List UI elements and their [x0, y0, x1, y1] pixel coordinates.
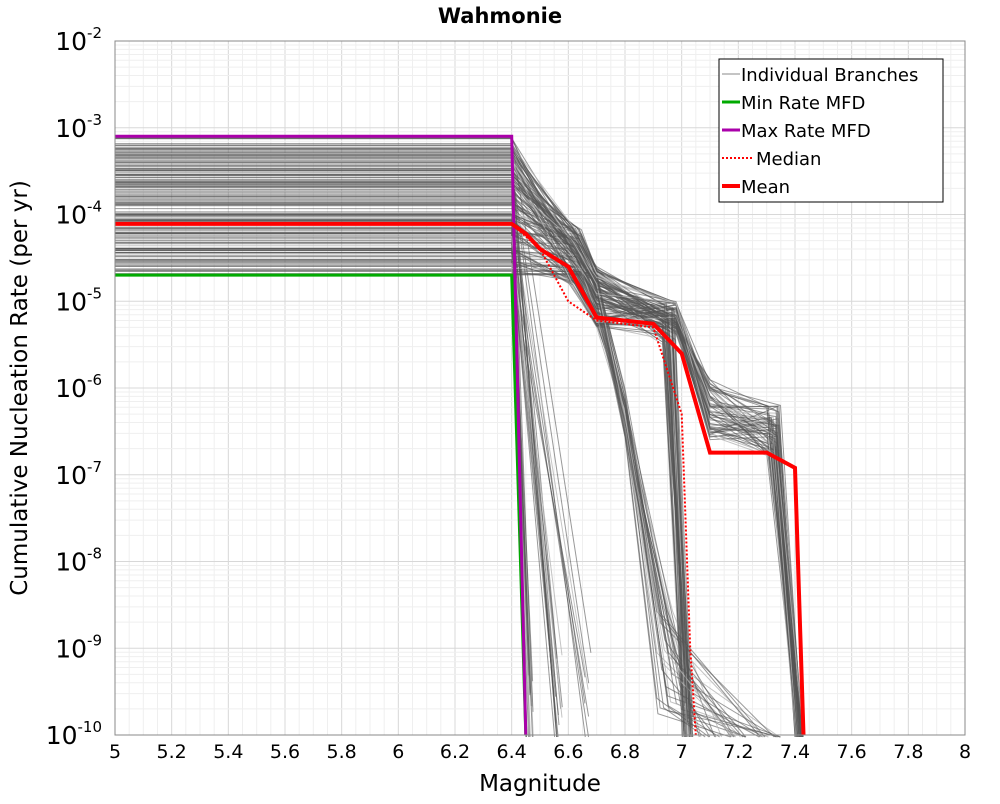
- x-tick-label: 8: [959, 741, 971, 763]
- x-tick-label: 6: [392, 741, 404, 763]
- branch-line: [115, 169, 692, 738]
- branch-line: [115, 261, 760, 738]
- x-tick-label: 5.2: [157, 741, 187, 763]
- x-ticks: 5 5.2 5.4 5.6 5.8 6 6.2 6.4 6.6 6.8 7 7.2 7.4 7.6 7.8 8: [109, 741, 971, 763]
- y-tick-label: 10-5: [55, 284, 102, 316]
- legend-label-min-rate: Min Rate MFD: [741, 93, 865, 114]
- series-mean: [115, 221, 806, 736]
- series-max-rate-mfd: [115, 134, 528, 736]
- x-tick-label: 7: [676, 741, 688, 763]
- branch-line: [115, 161, 798, 738]
- branch-line: [115, 183, 799, 738]
- y-axis-label: Cumulative Nucleation Rate (per yr): [7, 180, 33, 596]
- branch-line: [115, 156, 800, 738]
- x-tick-label: 7.8: [893, 741, 923, 763]
- y-tick-label: 10-8: [55, 545, 102, 577]
- branch-line: [115, 236, 563, 718]
- legend-label-median: Median: [756, 149, 821, 170]
- x-tick-label: 6.8: [610, 741, 640, 763]
- x-tick-label: 5.4: [213, 741, 243, 763]
- plot-frame: [114, 40, 966, 736]
- branch-line: [115, 213, 685, 738]
- x-tick-label: 5.6: [270, 741, 300, 763]
- branch-line: [115, 201, 798, 738]
- branch-line: [115, 147, 796, 738]
- y-tick-label: 10-2: [55, 24, 102, 56]
- x-tick-label: 7.4: [780, 741, 810, 763]
- legend-label-mean: Mean: [741, 177, 790, 198]
- branch-line: [115, 228, 534, 682]
- legend-label-branches: Individual Branches: [741, 65, 918, 86]
- x-axis-label: Magnitude: [479, 771, 601, 797]
- x-tick-label: 7.6: [837, 741, 867, 763]
- x-tick-label: 6.4: [497, 741, 527, 763]
- x-tick-label: 6.6: [553, 741, 583, 763]
- branch-line: [115, 252, 590, 717]
- legend: Individual Branches Min Rate MFD Max Rat…: [718, 58, 944, 203]
- branch-line: [115, 255, 563, 656]
- x-tick-label: 5.8: [327, 741, 357, 763]
- branch-line: [115, 245, 799, 738]
- legend-box: [718, 58, 944, 203]
- branch-line: [115, 263, 531, 738]
- branch-line: [115, 203, 690, 718]
- x-tick-label: 6.2: [440, 741, 470, 763]
- x-tick-label: 7.2: [723, 741, 753, 763]
- legend-label-max-rate: Max Rate MFD: [741, 121, 871, 142]
- series-lines: [115, 134, 806, 736]
- branch-line: [115, 143, 689, 720]
- chart-title: Wahmonie: [438, 4, 562, 28]
- y-tick-label: 10-10: [46, 718, 102, 750]
- branch-line: [115, 144, 683, 738]
- x-tick-label: 5: [109, 741, 121, 763]
